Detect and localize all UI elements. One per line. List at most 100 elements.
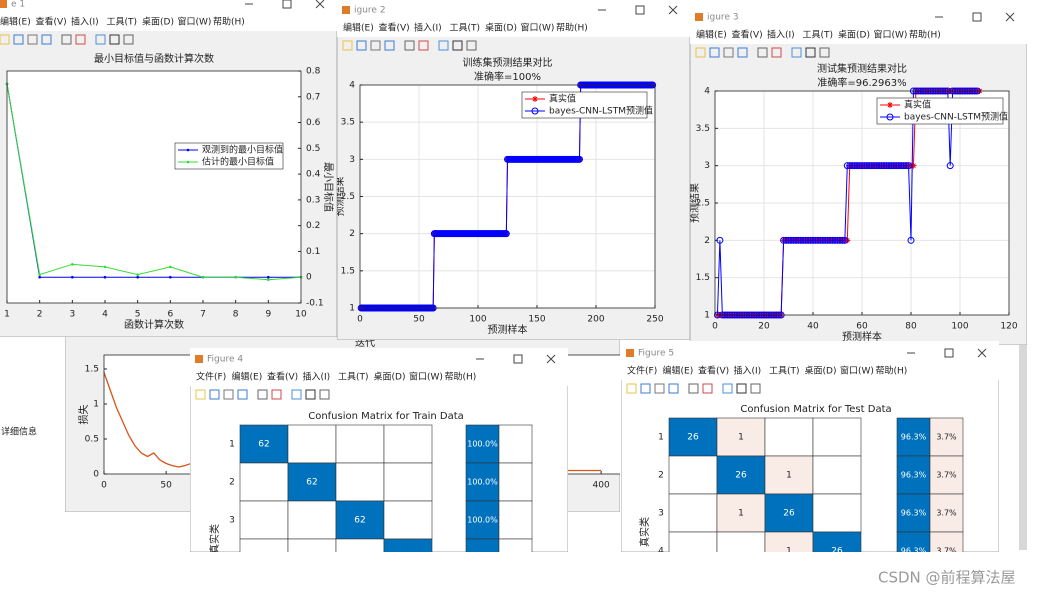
title-bar	[337, 0, 690, 19]
menu-item[interactable]: 工具(T)	[338, 372, 369, 383]
row-label: 4	[658, 547, 664, 557]
menu-item[interactable]: 工具(T)	[450, 23, 481, 34]
toolbar-button[interactable]	[791, 47, 802, 58]
toolbar-button[interactable]	[95, 34, 106, 45]
menu-item[interactable]: 文件(F)	[627, 365, 657, 377]
maximize-button[interactable]	[972, 12, 982, 22]
menu-item[interactable]: 桌面(D)	[838, 29, 870, 41]
toolbar-button[interactable]	[640, 383, 651, 394]
background-text: 详细信息	[1, 426, 37, 438]
toolbar-button[interactable]	[805, 47, 816, 58]
toolbar-button[interactable]	[452, 40, 463, 51]
menu-item[interactable]: 窗口(W)	[178, 16, 212, 28]
toolbar-button[interactable]	[709, 47, 720, 58]
menu-item[interactable]: 查看(V)	[36, 16, 67, 28]
toolbar-button[interactable]	[702, 383, 713, 394]
menu-item[interactable]: 文件(F)	[196, 371, 226, 383]
toolbar-button[interactable]	[123, 34, 134, 45]
menu-item[interactable]: 工具(T)	[107, 17, 138, 28]
toolbar-button[interactable]	[27, 34, 38, 45]
toolbar-button[interactable]	[819, 47, 830, 58]
toolbar-button[interactable]	[342, 40, 353, 51]
menu-item[interactable]: 帮助(H)	[909, 29, 941, 41]
maximize-button[interactable]	[635, 5, 645, 15]
menu-item[interactable]: 帮助(H)	[213, 16, 245, 28]
toolbar-button[interactable]	[626, 383, 637, 394]
toolbar-button[interactable]	[271, 389, 282, 400]
toolbar-button[interactable]	[736, 383, 747, 394]
window-icon	[626, 349, 634, 357]
toolbar-button[interactable]	[688, 383, 699, 394]
menu-item[interactable]: 帮助(H)	[445, 371, 477, 383]
toolbar-button[interactable]	[237, 389, 248, 400]
close-button[interactable]	[1005, 12, 1015, 22]
toolbar-button[interactable]	[722, 383, 733, 394]
toolbar-button[interactable]	[356, 40, 367, 51]
maximize-button[interactable]	[282, 0, 292, 9]
menu-item[interactable]: 编辑(E)	[663, 365, 694, 377]
close-button[interactable]	[977, 348, 987, 358]
menu-item[interactable]: 插入(I)	[303, 371, 331, 383]
menu-item[interactable]: 窗口(W)	[840, 365, 874, 377]
menu-item[interactable]: 编辑(E)	[232, 371, 263, 383]
menu-item[interactable]: 插入(I)	[734, 365, 762, 377]
menu-item[interactable]: 桌面(D)	[805, 365, 837, 377]
menu-item[interactable]: 查看(V)	[698, 365, 729, 377]
menu-item[interactable]: 插入(I)	[414, 22, 442, 34]
toolbar-button[interactable]	[404, 40, 415, 51]
toolbar-button[interactable]	[291, 389, 302, 400]
toolbar-button[interactable]	[757, 47, 768, 58]
toolbar-button[interactable]	[13, 34, 24, 45]
menu-item[interactable]: 编辑(E)	[0, 16, 31, 28]
menu-item[interactable]: 窗口(W)	[874, 29, 908, 41]
data-point	[809, 236, 817, 244]
toolbar-button[interactable]	[61, 34, 72, 45]
toolbar-button[interactable]	[771, 47, 782, 58]
menu-item[interactable]: 帮助(H)	[876, 365, 908, 377]
menu-item[interactable]: 查看(V)	[732, 29, 763, 41]
toolbar-button[interactable]	[41, 34, 52, 45]
y-axis-label: 预测结果	[688, 183, 701, 223]
toolbar-button[interactable]	[75, 34, 86, 45]
toolbar-button[interactable]	[737, 47, 748, 58]
menu-item[interactable]: 编辑(E)	[696, 29, 727, 41]
toolbar-button[interactable]	[668, 383, 679, 394]
toolbar-button[interactable]	[695, 47, 706, 58]
menu-item[interactable]: 查看(V)	[267, 371, 298, 383]
toolbar-button[interactable]	[750, 383, 761, 394]
toolbar-button[interactable]	[223, 389, 234, 400]
toolbar-button[interactable]	[418, 40, 429, 51]
y-tick-label: 0.4	[306, 170, 321, 180]
toolbar-button[interactable]	[438, 40, 449, 51]
toolbar-button[interactable]	[305, 389, 316, 400]
menu-item[interactable]: 桌面(D)	[142, 16, 174, 28]
menu-item[interactable]: 窗口(W)	[409, 371, 443, 383]
toolbar-button[interactable]	[384, 40, 395, 51]
toolbar-button[interactable]	[109, 34, 120, 45]
menu-item[interactable]: 帮助(H)	[556, 22, 588, 34]
menu-item[interactable]: 桌面(D)	[374, 371, 406, 383]
menu-item[interactable]: 编辑(E)	[343, 22, 374, 34]
menu-item[interactable]: 窗口(W)	[521, 22, 555, 34]
toolbar-button[interactable]	[723, 47, 734, 58]
toolbar-button[interactable]	[370, 40, 381, 51]
menu-item[interactable]: 查看(V)	[379, 22, 410, 34]
toolbar-button[interactable]	[209, 389, 220, 400]
toolbar-button[interactable]	[466, 40, 477, 51]
menu-item[interactable]: 插入(I)	[767, 29, 795, 41]
menu-item[interactable]: 工具(T)	[803, 30, 834, 41]
menu-item[interactable]: 桌面(D)	[485, 22, 517, 34]
toolbar-button[interactable]	[0, 34, 10, 45]
toolbar-button[interactable]	[257, 389, 268, 400]
menu-item[interactable]: 工具(T)	[769, 366, 800, 377]
maximize-button[interactable]	[513, 354, 523, 364]
close-button[interactable]	[668, 5, 678, 15]
summary-value: 96.3%	[901, 471, 927, 480]
toolbar-button[interactable]	[654, 383, 665, 394]
close-button[interactable]	[546, 354, 556, 364]
close-button[interactable]	[315, 0, 325, 9]
toolbar-button[interactable]	[319, 389, 330, 400]
toolbar-button[interactable]	[195, 389, 206, 400]
maximize-button[interactable]	[944, 348, 954, 358]
menu-item[interactable]: 插入(I)	[71, 16, 99, 28]
